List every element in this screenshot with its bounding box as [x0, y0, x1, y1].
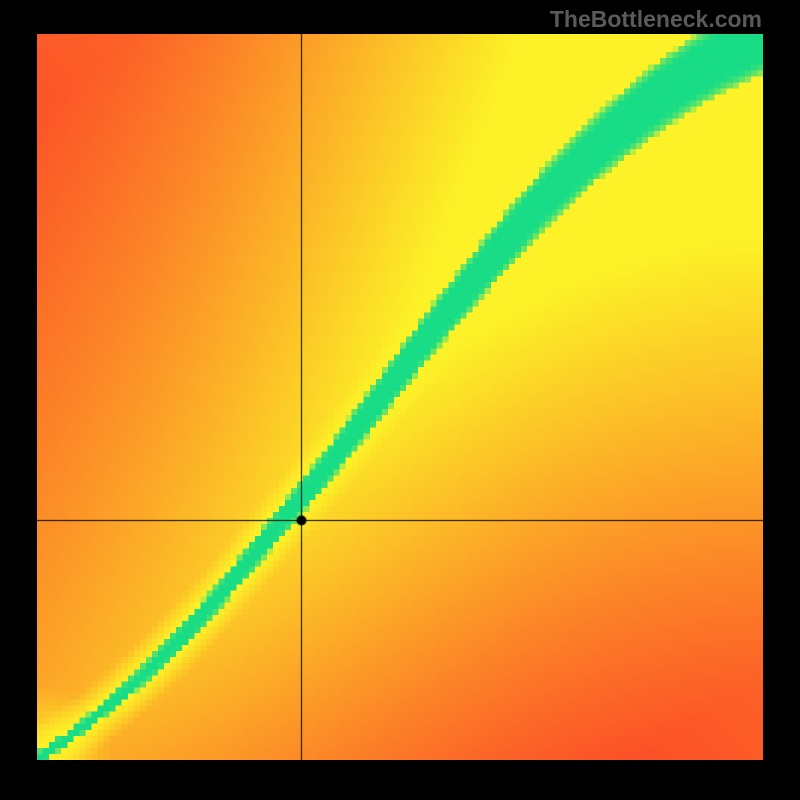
- crosshair-overlay: [37, 34, 763, 760]
- chart-container: TheBottleneck.com: [0, 0, 800, 800]
- watermark-text: TheBottleneck.com: [550, 6, 762, 33]
